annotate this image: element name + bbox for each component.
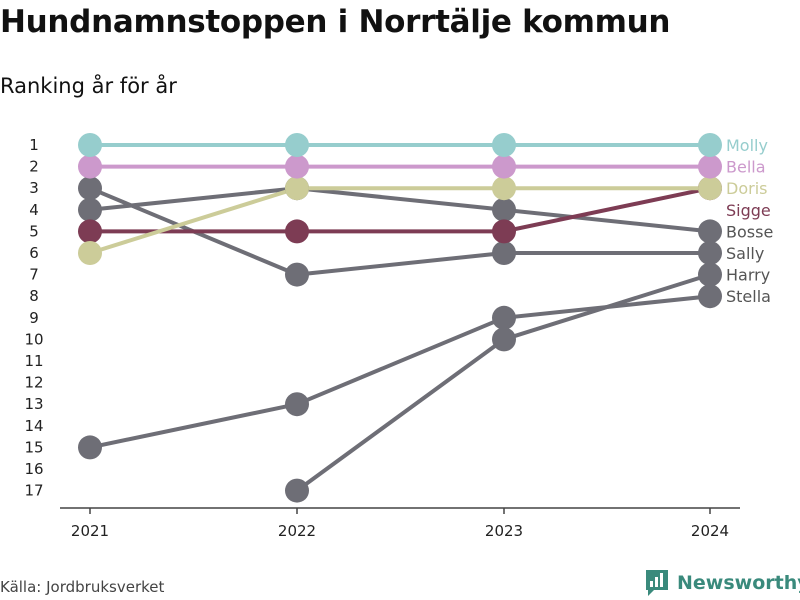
point-sigge-2023 — [492, 219, 516, 244]
point-harry-2023 — [492, 327, 516, 352]
y-tick-label: 5 — [29, 222, 39, 240]
point-stella-2023 — [492, 305, 516, 330]
end-label-stella: Stella — [726, 287, 771, 306]
x-tick-label: 2022 — [278, 522, 316, 540]
end-label-sally: Sally — [726, 244, 764, 263]
x-tick-label: 2024 — [691, 522, 729, 540]
point-molly-2023 — [492, 133, 516, 157]
x-tick-label: 2021 — [71, 522, 109, 540]
end-label-bella: Bella — [726, 158, 766, 177]
y-tick-label: 12 — [24, 374, 43, 392]
end-label-molly: Molly — [726, 136, 768, 155]
y-tick-label: 6 — [29, 244, 39, 262]
point-harry-2024 — [698, 262, 722, 287]
y-tick-label: 16 — [24, 460, 43, 478]
point-bosse-2021 — [78, 197, 102, 222]
point-doris-2021 — [78, 241, 102, 265]
point-stella-2021 — [78, 435, 102, 460]
series-line-bosse — [89, 186, 711, 234]
y-tick-label: 10 — [24, 330, 43, 348]
series-end-labels: Stella Harry Sally Bosse Sigge Doris Bella Moll… — [726, 136, 773, 306]
end-label-doris: Doris — [726, 179, 767, 198]
point-molly-2022 — [285, 133, 309, 157]
end-label-harry: Harry — [726, 266, 770, 285]
source-note: Källa: Jordbruksverket — [0, 578, 165, 596]
end-label-sigge: Sigge — [726, 201, 771, 220]
x-tick-label: 2023 — [485, 522, 523, 540]
y-tick-label: 8 — [29, 287, 39, 305]
y-tick-label: 17 — [24, 482, 43, 500]
series-line-sigge — [90, 186, 711, 234]
y-tick-label: 15 — [24, 438, 43, 456]
point-molly-2021 — [78, 133, 102, 157]
point-molly-2024 — [698, 133, 722, 157]
newsworthy-logo: Newsworthy — [644, 568, 800, 598]
series-line-doris — [89, 186, 710, 255]
point-bosse-2023 — [492, 197, 516, 222]
point-doris-2023 — [492, 176, 516, 201]
point-sally-2024 — [698, 241, 722, 265]
point-sally-2022 — [285, 262, 309, 287]
point-doris-2022 — [285, 176, 309, 201]
point-bella-2022 — [285, 154, 309, 179]
y-tick-label: 13 — [24, 395, 43, 413]
end-label-bosse: Bosse — [726, 222, 773, 241]
y-tick-label: 3 — [29, 179, 39, 197]
y-tick-label: 11 — [24, 352, 43, 370]
point-sally-2021 — [78, 176, 102, 201]
point-stella-2024 — [698, 284, 722, 309]
series-line-stella — [89, 294, 711, 450]
point-bella-2021 — [78, 154, 102, 179]
point-harry-2022 — [285, 478, 309, 503]
newsworthy-logo-icon — [646, 570, 668, 596]
x-axis: 2021 2022 2023 2024 — [60, 507, 740, 540]
y-tick-label: 14 — [24, 417, 43, 435]
series-points — [78, 133, 722, 503]
y-tick-label: 2 — [29, 158, 39, 176]
point-sigge-2021 — [78, 219, 102, 244]
point-bosse-2024 — [698, 219, 722, 244]
point-bella-2023 — [492, 154, 516, 179]
y-tick-label: 4 — [29, 201, 39, 219]
point-bella-2024 — [698, 154, 722, 179]
point-stella-2022 — [285, 392, 309, 417]
y-tick-label: 7 — [29, 266, 39, 284]
point-doris-2024 — [698, 176, 722, 201]
y-tick-label: 1 — [29, 136, 39, 154]
brand-name: Newsworthy — [677, 572, 800, 594]
point-sally-2023 — [492, 241, 516, 265]
point-sigge-2022 — [285, 219, 309, 244]
chart-subtitle: Ranking år för år — [0, 74, 177, 98]
series-lines — [89, 143, 711, 493]
y-tick-label: 9 — [29, 309, 39, 327]
chart-title: Hundnamnstoppen i Norrtälje kommun — [0, 4, 671, 40]
